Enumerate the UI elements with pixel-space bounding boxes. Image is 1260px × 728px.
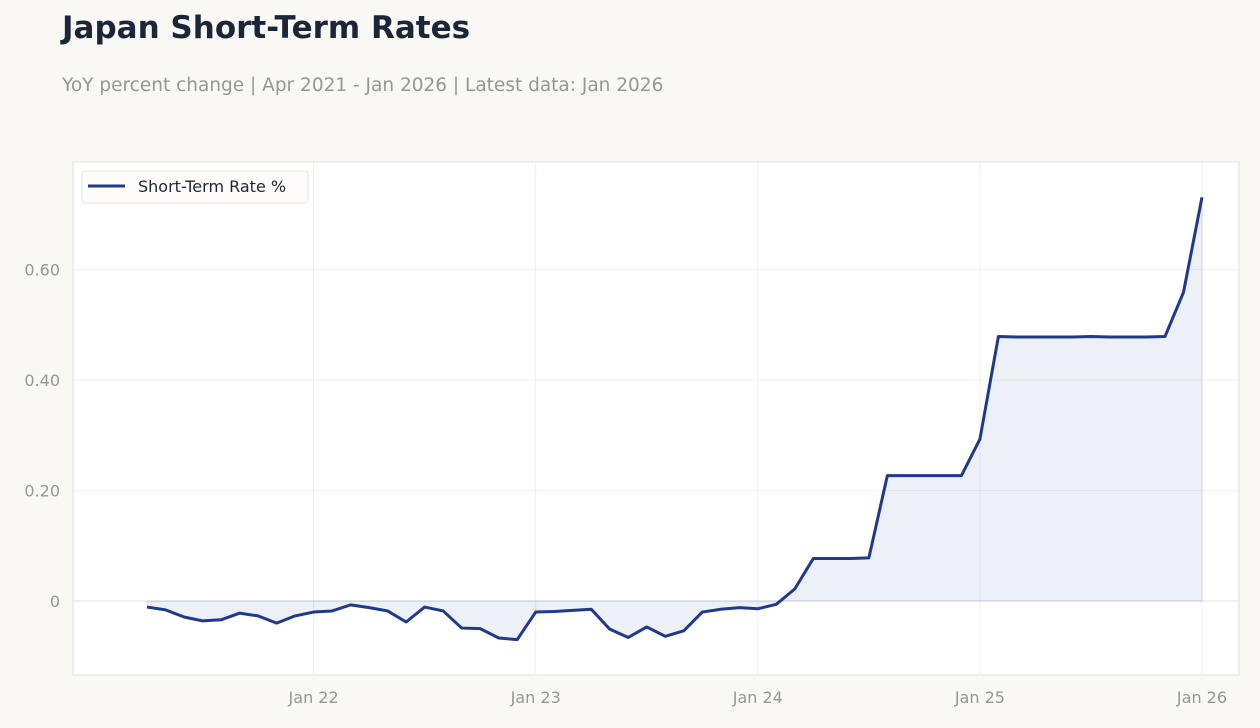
series-line: [146, 197, 1204, 642]
data-point: [368, 606, 371, 609]
data-point: [1071, 336, 1074, 339]
y-tick-label: 0.40: [24, 371, 60, 390]
data-point: [479, 627, 482, 630]
x-tick-label: Jan 26: [1176, 688, 1227, 707]
data-point: [1126, 336, 1129, 339]
x-tick-label: Jan 23: [510, 688, 561, 707]
data-point: [960, 474, 963, 477]
data-point: [534, 611, 537, 614]
data-point: [627, 636, 630, 639]
data-point: [423, 606, 426, 609]
data-point: [553, 610, 556, 613]
data-point: [664, 635, 667, 638]
data-point: [923, 474, 926, 477]
data-point: [849, 557, 852, 560]
data-point: [775, 603, 778, 606]
data-point: [164, 608, 167, 611]
legend: Short-Term Rate %: [81, 170, 309, 204]
plot-area: [72, 161, 1240, 676]
data-point: [312, 611, 315, 614]
data-point: [238, 612, 241, 615]
data-point: [571, 609, 574, 612]
data-point: [386, 609, 389, 612]
data-point: [645, 625, 648, 628]
data-point: [331, 609, 334, 612]
data-point: [1034, 336, 1037, 339]
data-point: [1089, 335, 1092, 338]
x-tick-label: Jan 24: [732, 688, 783, 707]
data-point: [220, 618, 223, 621]
data-point: [812, 557, 815, 560]
y-tick-label: 0.60: [24, 261, 60, 280]
data-point: [941, 474, 944, 477]
data-point: [590, 608, 593, 611]
data-point: [756, 607, 759, 610]
data-point: [830, 557, 833, 560]
data-point: [701, 611, 704, 614]
data-point: [349, 603, 352, 606]
data-point: [1163, 335, 1166, 338]
data-point: [997, 335, 1000, 338]
data-point: [608, 628, 611, 631]
data-point: [867, 556, 870, 559]
data-point: [1200, 196, 1203, 199]
data-point: [886, 474, 889, 477]
data-point: [183, 616, 186, 619]
data-point: [1052, 336, 1055, 339]
data-point: [497, 637, 500, 640]
chart-subtitle: YoY percent change | Apr 2021 - Jan 2026…: [62, 75, 664, 96]
data-point: [682, 629, 685, 632]
data-point: [978, 438, 981, 441]
data-point: [738, 606, 741, 609]
data-point: [1182, 291, 1185, 294]
data-point: [294, 614, 297, 617]
x-tick-label: Jan 22: [288, 688, 339, 707]
data-point: [1108, 336, 1111, 339]
data-point: [516, 638, 519, 641]
data-point: [146, 606, 149, 609]
legend-label: Short-Term Rate %: [138, 177, 286, 196]
data-point: [201, 619, 204, 622]
chart-title: Japan Short-Term Rates: [62, 10, 471, 46]
y-tick-label: 0: [50, 592, 60, 611]
data-point: [257, 614, 260, 617]
data-point: [442, 609, 445, 612]
data-point: [904, 474, 907, 477]
x-tick-label: Jan 25: [954, 688, 1005, 707]
data-point: [793, 587, 796, 590]
data-point: [1145, 336, 1148, 339]
data-point: [460, 627, 463, 630]
data-point: [719, 608, 722, 611]
legend-box: [81, 170, 309, 204]
data-point: [1015, 336, 1018, 339]
data-point: [275, 622, 278, 625]
data-point: [405, 620, 408, 623]
y-tick-label: 0.20: [24, 482, 60, 501]
